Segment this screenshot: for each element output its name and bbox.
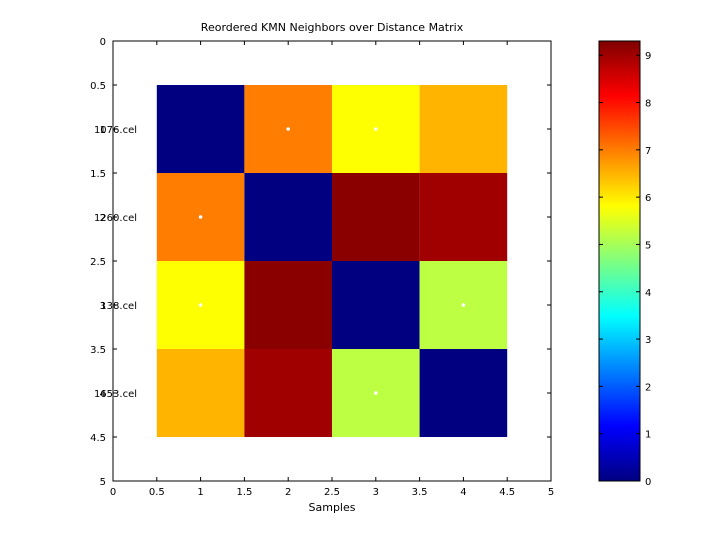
heatmap-cells bbox=[156, 85, 508, 437]
x-tick-label: 3 bbox=[373, 487, 379, 498]
neighbor-marker bbox=[198, 215, 203, 219]
heatmap-cell bbox=[156, 85, 245, 173]
neighbor-marker bbox=[374, 391, 378, 395]
y-tick-labels: 0 0.5 1 1.5 2 2.5 3 3.5 4 4.5 5 bbox=[90, 37, 106, 488]
neighbor-marker bbox=[198, 303, 203, 307]
x-tick-label: 0.5 bbox=[149, 487, 165, 498]
neighbor-marker bbox=[374, 127, 378, 131]
row-label: 138.cel bbox=[100, 301, 137, 312]
colorbar-tick-label: 7 bbox=[645, 146, 651, 157]
y-tick-label: 5 bbox=[100, 477, 106, 488]
heatmap-cell bbox=[419, 173, 508, 261]
y-tick-label: 0.5 bbox=[90, 81, 106, 92]
colorbar-tick-label: 3 bbox=[645, 335, 651, 346]
colorbar-tick-label: 1 bbox=[645, 430, 651, 441]
y-tick-label: 1.5 bbox=[90, 169, 106, 180]
chart-title: Reordered KMN Neighbors over Distance Ma… bbox=[201, 21, 464, 34]
row-labels: 1076.cel 1260.cel 138.cel 1653.cel bbox=[94, 125, 137, 400]
y-tick-label: 4.5 bbox=[90, 433, 106, 444]
x-tick-label: 3.5 bbox=[412, 487, 428, 498]
colorbar-tick-label: 4 bbox=[645, 288, 651, 299]
row-label: 1260.cel bbox=[94, 213, 137, 224]
row-label: 1076.cel bbox=[94, 125, 137, 136]
heatmap-cell bbox=[244, 173, 332, 261]
colorbar: 0 1 2 3 4 5 6 7 8 9 bbox=[598, 40, 651, 488]
neighbor-marker bbox=[461, 303, 466, 307]
colorbar-tick-label: 2 bbox=[645, 382, 651, 393]
x-tick-label: 1 bbox=[197, 487, 203, 498]
row-label: 1653.cel bbox=[94, 389, 137, 400]
x-tick-label: 2.5 bbox=[324, 487, 340, 498]
y-tick-label: 2.5 bbox=[90, 257, 106, 268]
x-axis-label: Samples bbox=[309, 501, 356, 514]
heatmap-cell bbox=[244, 349, 332, 437]
x-tick-labels: 0 0.5 1 1.5 2 2.5 3 3.5 4 4.5 5 bbox=[110, 487, 554, 498]
heatmap-cell bbox=[332, 173, 420, 261]
x-tick-label: 0 bbox=[110, 487, 116, 498]
colorbar-tick-label: 0 bbox=[645, 477, 651, 488]
colorbar-tick-label: 9 bbox=[645, 51, 651, 62]
heatmap-cell bbox=[332, 261, 420, 349]
colorbar-tick-label: 5 bbox=[645, 240, 651, 251]
x-tick-label: 4.5 bbox=[499, 487, 515, 498]
x-tick-label: 5 bbox=[548, 487, 554, 498]
x-tick-label: 2 bbox=[285, 487, 291, 498]
heatmap-cell bbox=[419, 85, 508, 173]
heatmap-cell bbox=[419, 349, 508, 437]
y-tick-label: 2 bbox=[100, 213, 106, 224]
x-tick-label: 1.5 bbox=[236, 487, 252, 498]
neighbor-marker bbox=[286, 127, 291, 131]
y-tick-label: 0 bbox=[100, 37, 106, 48]
colorbar-tick-label: 6 bbox=[645, 193, 651, 204]
colorbar-gradient bbox=[598, 40, 641, 482]
y-tick-label: 3 bbox=[100, 301, 106, 312]
y-tick-label: 4 bbox=[100, 389, 106, 400]
neighbor-markers bbox=[198, 127, 466, 395]
heatmap-cell bbox=[156, 349, 245, 437]
colorbar-tick-label: 8 bbox=[645, 99, 651, 110]
y-tick-label: 3.5 bbox=[90, 345, 106, 356]
colorbar-ticks: 0 1 2 3 4 5 6 7 8 9 bbox=[599, 51, 651, 488]
heatmap-cell bbox=[244, 261, 332, 349]
axis-ticks bbox=[112, 40, 552, 482]
x-tick-label: 4 bbox=[460, 487, 466, 498]
y-tick-label: 1 bbox=[100, 125, 106, 136]
